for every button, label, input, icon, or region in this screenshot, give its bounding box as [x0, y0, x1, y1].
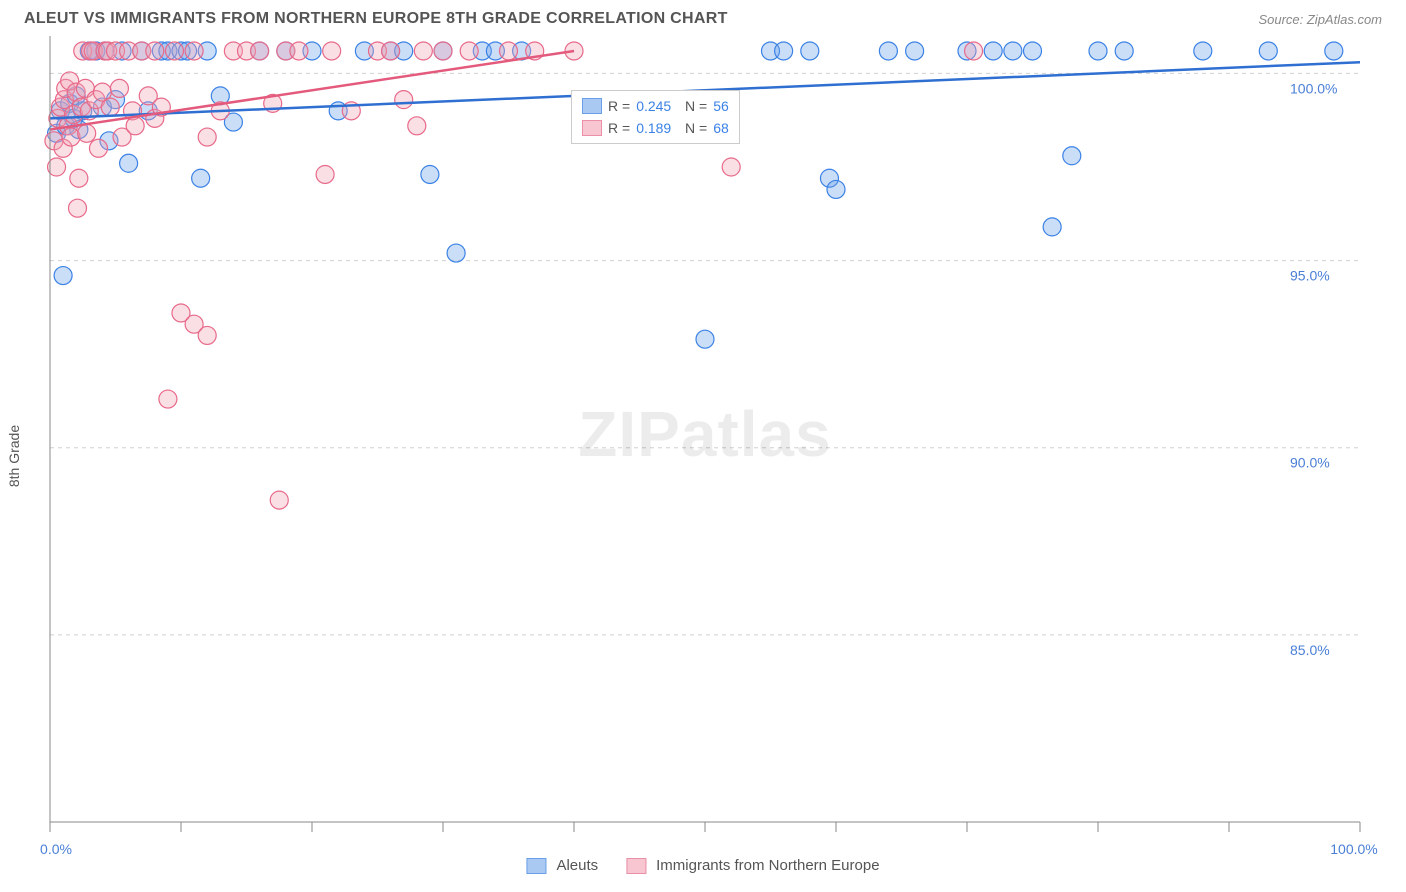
chart-source: Source: ZipAtlas.com — [1258, 12, 1382, 27]
legend-label: Immigrants from Northern Europe — [656, 857, 879, 874]
svg-text:0.0%: 0.0% — [40, 841, 72, 857]
stats-n-value: 68 — [713, 117, 729, 139]
chart-container: 8th Grade 85.0% 90.0% 95.0% 100.0% ZIPatlas 0… — [0, 32, 1406, 880]
stats-label: R = — [608, 117, 630, 139]
stats-legend-row: R = 0.245 N = 56 — [582, 95, 729, 117]
swatch-icon — [582, 120, 602, 136]
stats-legend-row: R = 0.189 N = 68 — [582, 117, 729, 139]
stats-label: N = — [677, 95, 707, 117]
svg-text:100.0%: 100.0% — [1330, 841, 1377, 857]
stats-label: N = — [677, 117, 707, 139]
svg-text:100.0%: 100.0% — [1290, 80, 1337, 96]
stats-label: R = — [608, 95, 630, 117]
swatch-icon — [526, 858, 546, 874]
chart-title: ALEUT VS IMMIGRANTS FROM NORTHERN EUROPE… — [24, 10, 728, 28]
svg-text:95.0%: 95.0% — [1290, 268, 1330, 284]
stats-r-value: 0.245 — [636, 95, 671, 117]
swatch-icon — [582, 98, 602, 114]
stats-r-value: 0.189 — [636, 117, 671, 139]
swatch-icon — [626, 858, 646, 874]
legend-label: Aleuts — [556, 857, 598, 874]
svg-text:ZIPatlas: ZIPatlas — [578, 398, 831, 470]
stats-n-value: 56 — [713, 95, 729, 117]
stats-legend: R = 0.245 N = 56 R = 0.189 N = 68 — [571, 90, 740, 144]
scatter-chart: 85.0% 90.0% 95.0% 100.0% ZIPatlas 0.0% 100.0% — [0, 32, 1406, 880]
svg-text:85.0%: 85.0% — [1290, 642, 1330, 658]
svg-text:90.0%: 90.0% — [1290, 455, 1330, 471]
bottom-legend: Aleuts Immigrants from Northern Europe — [526, 857, 879, 874]
y-axis-label: 8th Grade — [6, 425, 22, 487]
